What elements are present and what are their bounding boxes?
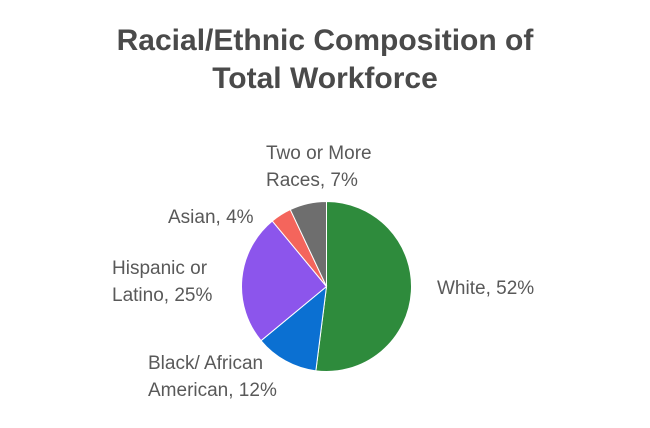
pie-label-line: Asian, 4% xyxy=(168,207,254,228)
pie-label-line: Black/ African xyxy=(148,353,264,374)
chart-title-line-1: Racial/Ethnic Composition of xyxy=(116,24,534,57)
pie-label-black-african-american: Black/ African American, 12% xyxy=(148,350,277,404)
pie-label-line: Latino, 25% xyxy=(112,285,213,306)
pie-slice-white xyxy=(315,200,412,372)
pie-label-asian: Asian, 4% xyxy=(168,204,254,231)
pie-label-hispanic-or-latino: Hispanic or Latino, 25% xyxy=(112,255,212,309)
pie-slice-two-or-more-races xyxy=(289,200,327,287)
pie-label-line: American, 12% xyxy=(148,380,277,401)
pie-slice-black-african-american xyxy=(260,285,328,372)
chart-title-line-2: Total Workforce xyxy=(212,62,438,95)
pie-label-two-or-more-races: Two or More Races, 7% xyxy=(266,140,372,194)
pie-label-line: White, 52% xyxy=(437,278,535,299)
pie-label-line: Hispanic or xyxy=(112,258,208,279)
pie-label-white: White, 52% xyxy=(437,275,534,302)
pie-slice-hispanic-or-latino xyxy=(241,220,328,342)
pie-label-line: Two or More xyxy=(266,143,372,164)
pie-label-line: Races, 7% xyxy=(266,170,358,191)
chart-title: Racial/Ethnic Composition of Total Workf… xyxy=(0,22,650,98)
